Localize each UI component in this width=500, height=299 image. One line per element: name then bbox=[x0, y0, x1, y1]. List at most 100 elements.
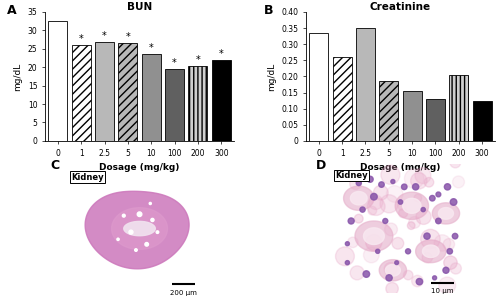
Text: *: * bbox=[149, 43, 154, 53]
Text: B: B bbox=[264, 4, 274, 17]
Circle shape bbox=[122, 214, 125, 217]
Text: 10 μm: 10 μm bbox=[431, 289, 454, 295]
Text: D: D bbox=[316, 159, 326, 172]
Circle shape bbox=[439, 277, 456, 294]
Circle shape bbox=[348, 218, 354, 224]
Circle shape bbox=[450, 157, 460, 168]
Polygon shape bbox=[355, 221, 393, 251]
Circle shape bbox=[151, 218, 154, 222]
Polygon shape bbox=[344, 186, 374, 210]
Text: *: * bbox=[196, 55, 200, 65]
Circle shape bbox=[410, 173, 427, 189]
Circle shape bbox=[412, 184, 419, 190]
Circle shape bbox=[402, 184, 407, 190]
X-axis label: Dosage (mg/kg): Dosage (mg/kg) bbox=[360, 163, 440, 172]
Polygon shape bbox=[112, 208, 168, 249]
Circle shape bbox=[452, 176, 464, 188]
Polygon shape bbox=[85, 191, 189, 269]
Circle shape bbox=[436, 218, 441, 224]
Circle shape bbox=[420, 229, 440, 249]
Circle shape bbox=[386, 283, 398, 295]
X-axis label: Dosage (mg/kg): Dosage (mg/kg) bbox=[100, 163, 180, 172]
Circle shape bbox=[346, 261, 350, 265]
Circle shape bbox=[391, 179, 395, 184]
Bar bbox=[48, 21, 68, 141]
Text: *: * bbox=[126, 32, 130, 42]
Bar bbox=[212, 60, 231, 141]
Circle shape bbox=[434, 235, 450, 251]
Circle shape bbox=[392, 237, 404, 249]
Circle shape bbox=[422, 253, 432, 263]
Text: *: * bbox=[102, 31, 107, 41]
Polygon shape bbox=[438, 208, 454, 219]
Circle shape bbox=[416, 278, 422, 285]
Circle shape bbox=[395, 261, 398, 265]
Text: Kidney: Kidney bbox=[72, 173, 104, 182]
Circle shape bbox=[404, 169, 424, 188]
Bar bbox=[165, 69, 184, 141]
Circle shape bbox=[398, 201, 406, 210]
Circle shape bbox=[360, 207, 365, 212]
Circle shape bbox=[366, 234, 382, 251]
Polygon shape bbox=[422, 245, 439, 257]
Y-axis label: mg/dL: mg/dL bbox=[13, 62, 22, 91]
Bar bbox=[118, 43, 138, 141]
Bar bbox=[72, 45, 91, 141]
Circle shape bbox=[404, 270, 413, 280]
Circle shape bbox=[367, 176, 373, 182]
Polygon shape bbox=[432, 203, 460, 224]
Circle shape bbox=[370, 193, 377, 200]
Circle shape bbox=[444, 256, 457, 269]
Circle shape bbox=[412, 275, 423, 287]
Circle shape bbox=[416, 209, 431, 225]
Bar bbox=[402, 91, 421, 141]
Circle shape bbox=[356, 181, 362, 186]
Text: *: * bbox=[219, 49, 224, 59]
Circle shape bbox=[430, 196, 435, 201]
Polygon shape bbox=[386, 264, 400, 276]
Circle shape bbox=[145, 242, 148, 246]
Polygon shape bbox=[364, 228, 384, 245]
Circle shape bbox=[346, 242, 350, 246]
Circle shape bbox=[367, 198, 385, 215]
Circle shape bbox=[408, 216, 420, 228]
Polygon shape bbox=[395, 192, 428, 219]
Circle shape bbox=[424, 233, 430, 239]
Circle shape bbox=[436, 192, 441, 197]
Circle shape bbox=[384, 262, 397, 275]
Circle shape bbox=[378, 182, 384, 187]
Circle shape bbox=[443, 239, 454, 250]
Text: C: C bbox=[50, 159, 60, 172]
Circle shape bbox=[386, 186, 403, 202]
Circle shape bbox=[336, 247, 354, 266]
Circle shape bbox=[129, 230, 133, 234]
Circle shape bbox=[398, 209, 407, 218]
Bar bbox=[309, 33, 328, 141]
Circle shape bbox=[156, 231, 158, 234]
Text: 200 μm: 200 μm bbox=[170, 290, 197, 296]
Circle shape bbox=[444, 184, 450, 190]
Circle shape bbox=[134, 249, 137, 251]
Bar bbox=[142, 54, 161, 141]
Polygon shape bbox=[124, 221, 156, 236]
Text: *: * bbox=[79, 34, 84, 44]
Bar bbox=[472, 100, 492, 141]
Circle shape bbox=[348, 237, 358, 248]
Circle shape bbox=[363, 271, 370, 277]
Bar bbox=[95, 42, 114, 141]
Circle shape bbox=[450, 263, 462, 274]
Text: A: A bbox=[7, 4, 17, 17]
Circle shape bbox=[350, 178, 362, 190]
Circle shape bbox=[386, 275, 392, 281]
Circle shape bbox=[415, 168, 431, 184]
Bar bbox=[426, 99, 445, 141]
Circle shape bbox=[452, 234, 458, 239]
Circle shape bbox=[368, 206, 376, 215]
Circle shape bbox=[398, 200, 402, 204]
Polygon shape bbox=[402, 198, 421, 213]
Circle shape bbox=[384, 223, 398, 236]
Bar bbox=[188, 66, 208, 141]
Circle shape bbox=[408, 222, 415, 229]
Circle shape bbox=[432, 276, 436, 280]
Title: Creatinine: Creatinine bbox=[370, 2, 431, 12]
